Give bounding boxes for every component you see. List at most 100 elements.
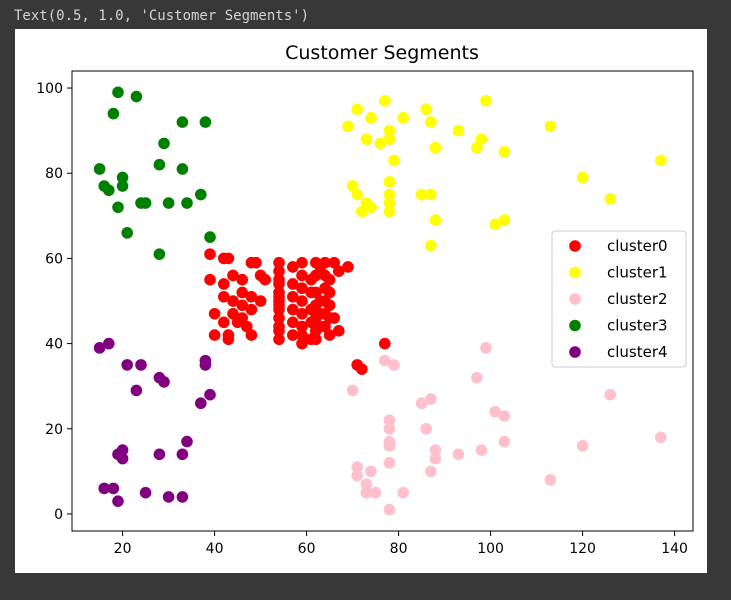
data-point [296,282,308,295]
data-point [236,299,248,312]
data-point [176,448,189,461]
data-point [107,482,120,495]
data-point [162,197,175,209]
data-point [319,256,331,269]
x-tick-label: 140 [661,541,688,557]
data-point [273,278,285,290]
data-point [204,273,216,286]
data-point [296,337,308,350]
data-point [379,337,391,350]
data-point [287,290,299,303]
data-point [365,201,377,214]
data-point [310,256,322,269]
data-point [388,154,400,167]
data-point [498,410,511,422]
data-point [351,469,364,482]
data-point [254,295,267,307]
y-tick-label: 60 [45,251,63,267]
data-point [351,103,364,116]
data-point [323,329,336,341]
data-point [273,265,285,277]
data-point [181,435,193,448]
data-point [195,188,207,201]
data-point [296,320,308,333]
data-point [360,133,373,145]
series-cluster0 [204,248,391,375]
data-point [287,303,299,316]
data-point [425,465,437,478]
legend-label: cluster2 [607,290,668,308]
data-point [342,120,354,133]
data-point [218,290,230,303]
data-point [153,448,166,461]
data-point [360,478,373,490]
data-point [480,342,492,354]
data-point [153,158,166,171]
series-cluster3 [93,86,216,260]
data-point [245,290,258,303]
data-point [116,180,129,192]
series-cluster4 [93,337,216,507]
y-tick-label: 80 [45,166,63,182]
legend-marker [569,346,581,358]
cell-output-text: Text(0.5, 1.0, 'Customer Segments') [14,8,310,24]
data-point [227,295,239,307]
figure-canvas: Customer Segments 20 40 60 80 100 120 140 0 20 4… [15,29,707,573]
data-point [153,248,166,260]
data-point [116,444,129,456]
data-point [471,371,483,384]
data-point [351,461,364,473]
data-point [346,384,359,397]
data-point [176,491,189,503]
data-point [227,307,239,320]
data-point [287,329,299,341]
data-point [236,273,248,286]
data-point [296,329,308,341]
data-point [273,256,285,269]
data-point [425,239,437,252]
data-point [287,316,299,329]
plot-area-frame [71,70,694,532]
data-point [655,431,667,444]
data-point [379,95,391,107]
data-point [475,444,488,456]
data-point [199,116,212,128]
data-point [383,422,396,435]
data-point [420,103,433,116]
x-tick-label: 60 [298,541,316,557]
data-point [296,269,308,282]
data-point [415,397,428,410]
data-point [333,265,345,277]
data-point [130,384,143,397]
series-cluster1 [342,95,667,252]
data-point [195,397,207,410]
data-point [204,388,216,401]
data-point [176,116,189,128]
data-point [181,197,193,209]
data-point [369,486,382,499]
legend-marker [569,319,581,332]
data-point [346,180,359,192]
data-point [323,273,336,286]
data-point [273,303,285,316]
x-tick-label: 40 [206,541,224,557]
data-point [121,227,133,239]
x-tick-label: 120 [569,541,596,557]
data-point [259,273,271,286]
x-tick-label: 100 [477,541,504,557]
data-point [383,414,396,427]
data-point [356,205,368,218]
data-point [425,116,437,128]
data-point [374,137,387,150]
data-point [245,329,258,341]
data-point [112,86,124,99]
data-point [471,141,483,154]
data-point [103,337,115,350]
data-point [273,333,285,346]
data-point [121,359,133,371]
x-tick-label: 20 [114,541,132,557]
legend-label: cluster1 [607,264,668,282]
data-point [383,188,396,201]
data-point [93,163,106,175]
data-point [397,486,410,499]
